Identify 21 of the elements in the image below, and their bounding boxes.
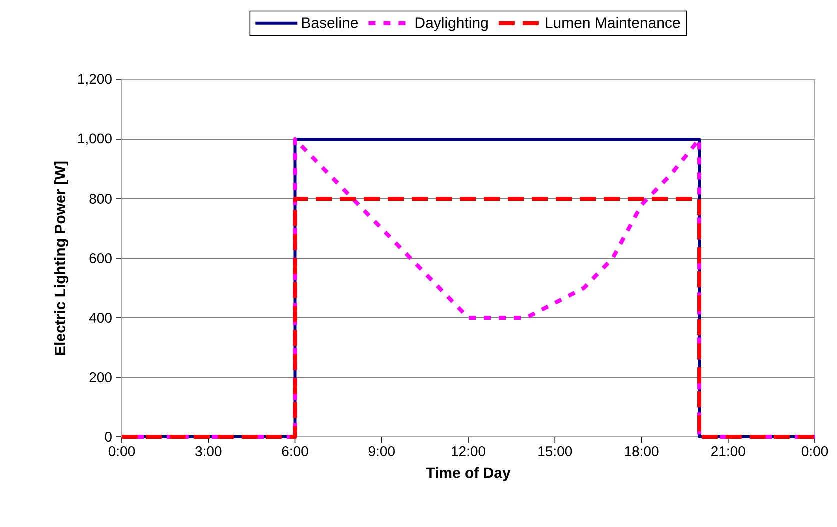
x-axis-title: Time of Day [426,467,511,482]
x-tick-label: 15:00 [538,446,572,456]
x-tick-label: 9:00 [368,446,395,456]
legend-label: Daylighting [416,17,488,32]
y-tick-label: 800 [90,194,112,204]
x-tick-label: 12:00 [452,446,486,456]
x-tick-label: 3:00 [196,446,222,456]
x-tick-label: 0:00 [802,446,828,456]
legend-label: Lumen Maintenance [546,17,680,28]
y-tick-label: 1,200 [78,74,112,86]
y-tick-label: 400 [89,313,112,323]
y-axis-title: Electric Lighting Power [W] [54,162,69,355]
y-tick-label: 0 [105,432,112,442]
y-tick-label: 200 [90,372,112,382]
x-tick-label: 21:00 [712,446,746,456]
y-tick-label: 1,000 [78,134,112,146]
legend-label: Baseline [302,17,358,28]
y-tick-label: 600 [90,254,112,264]
x-tick-label: 0:00 [108,446,136,456]
x-tick-label: 6:00 [282,446,308,456]
x-tick-label: 18:00 [625,446,659,456]
